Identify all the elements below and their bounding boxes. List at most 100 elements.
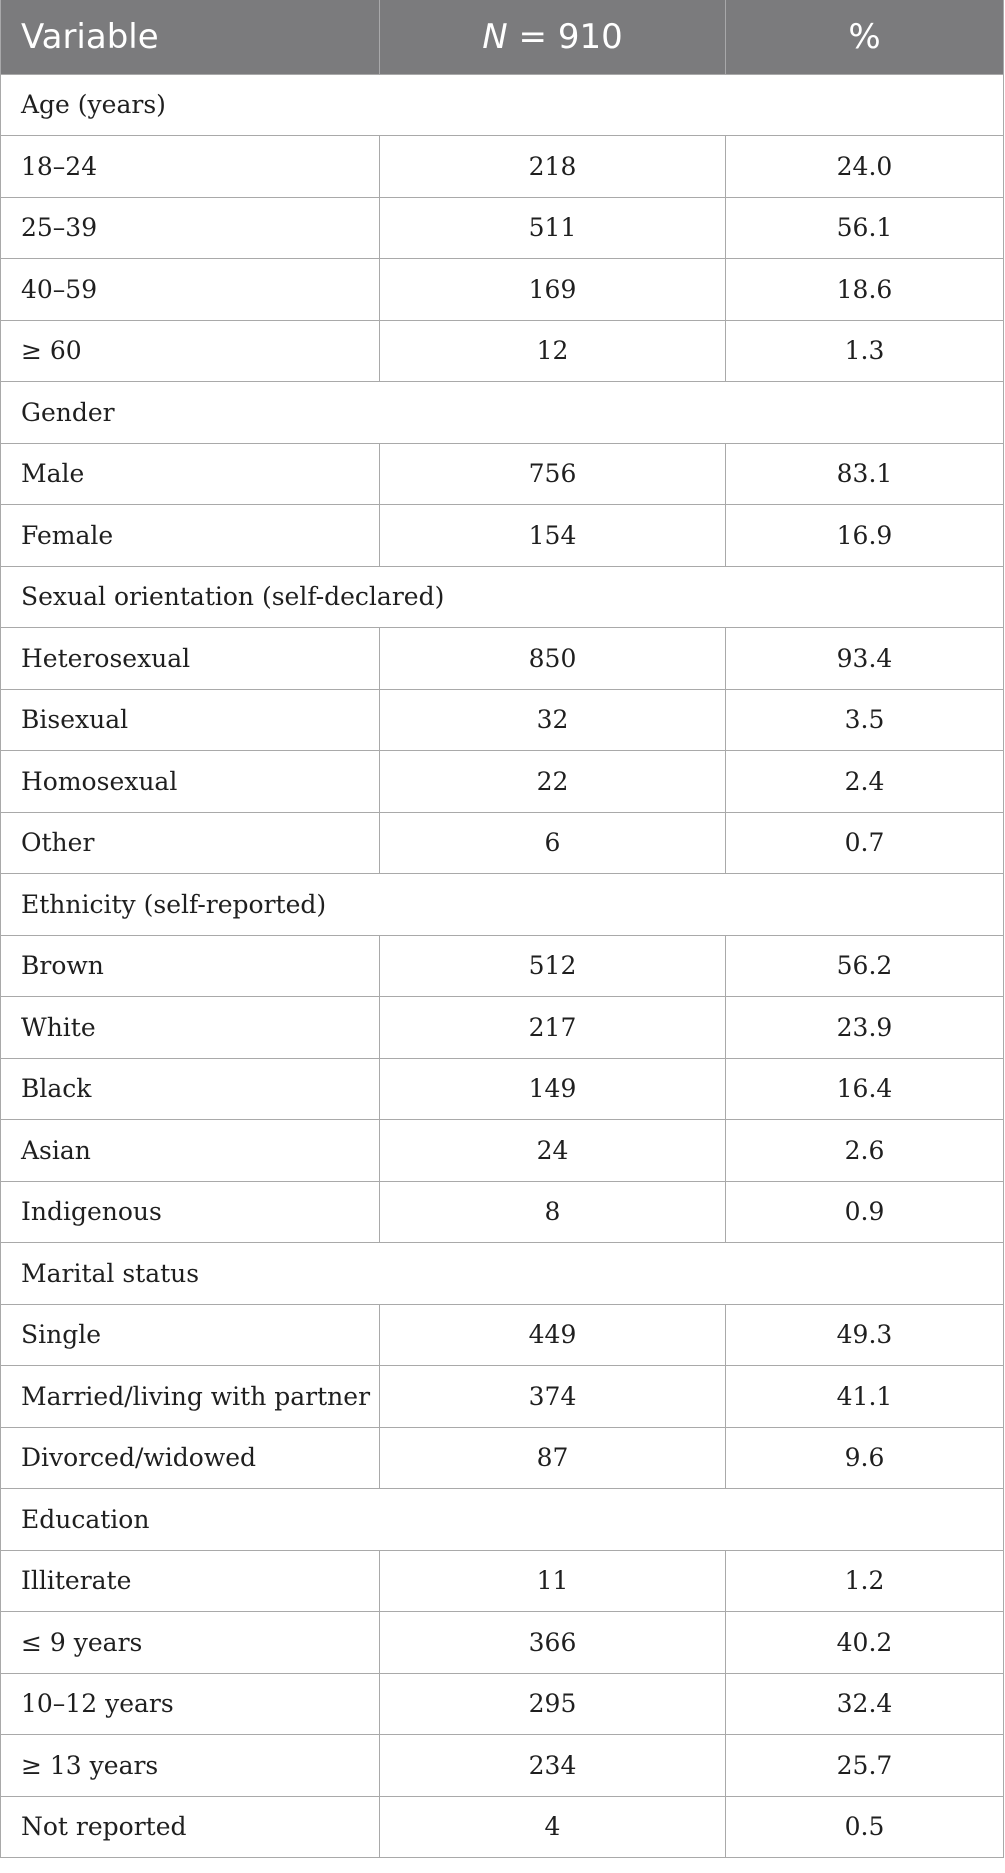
row-count: 24 [379, 1119, 726, 1182]
table-row: Married/living with partner 374 41.1 [0, 1365, 1004, 1428]
section-label: Age (years) [0, 73, 1004, 136]
row-count: 11 [379, 1549, 726, 1612]
row-label: ≥ 13 years [0, 1734, 380, 1797]
row-count: 154 [379, 504, 726, 567]
row-label: Asian [0, 1119, 380, 1182]
row-percent: 56.1 [725, 196, 1004, 259]
row-percent: 9.6 [725, 1426, 1004, 1489]
section-label: Marital status [0, 1242, 1004, 1305]
row-label: Homosexual [0, 750, 380, 813]
row-count: 234 [379, 1734, 726, 1797]
table-row: Heterosexual 850 93.4 [0, 627, 1004, 690]
row-count: 374 [379, 1365, 726, 1428]
table-row: Indigenous 8 0.9 [0, 1180, 1004, 1243]
section-row: Gender [0, 381, 1004, 444]
header-row: Variable N = 910 % [0, 0, 1004, 74]
table-row: Bisexual 32 3.5 [0, 688, 1004, 751]
row-percent: 0.7 [725, 811, 1004, 874]
row-label: Married/living with partner [0, 1365, 380, 1428]
row-percent: 41.1 [725, 1365, 1004, 1428]
row-label: Indigenous [0, 1180, 380, 1243]
table-header: Variable N = 910 % [0, 0, 1004, 74]
section-row: Sexual orientation (self-declared) [0, 565, 1004, 628]
row-label: Male [0, 442, 380, 505]
table-row: Homosexual 22 2.4 [0, 750, 1004, 813]
row-percent: 93.4 [725, 627, 1004, 690]
table-row: Female 154 16.9 [0, 504, 1004, 567]
table-row: Single 449 49.3 [0, 1303, 1004, 1366]
row-label: ≤ 9 years [0, 1611, 380, 1674]
section-label: Gender [0, 381, 1004, 444]
row-label: Brown [0, 934, 380, 997]
row-percent: 0.5 [725, 1795, 1004, 1858]
row-label: 40–59 [0, 258, 380, 321]
section-row: Ethnicity (self-reported) [0, 873, 1004, 936]
row-percent: 40.2 [725, 1611, 1004, 1674]
table-row: Asian 24 2.6 [0, 1119, 1004, 1182]
row-percent: 0.9 [725, 1180, 1004, 1243]
row-count: 218 [379, 135, 726, 198]
row-label: 10–12 years [0, 1672, 380, 1735]
row-percent: 25.7 [725, 1734, 1004, 1797]
table-row: 40–59 169 18.6 [0, 258, 1004, 321]
row-percent: 32.4 [725, 1672, 1004, 1735]
table-row: White 217 23.9 [0, 996, 1004, 1059]
header-percent: % [725, 0, 1004, 74]
row-label: Illiterate [0, 1549, 380, 1612]
row-percent: 24.0 [725, 135, 1004, 198]
row-label: Heterosexual [0, 627, 380, 690]
row-count: 4 [379, 1795, 726, 1858]
row-count: 22 [379, 750, 726, 813]
table-row: Black 149 16.4 [0, 1057, 1004, 1120]
row-label: Other [0, 811, 380, 874]
row-percent: 1.3 [725, 319, 1004, 382]
table-row: Other 6 0.7 [0, 811, 1004, 874]
row-label: Single [0, 1303, 380, 1366]
section-row: Age (years) [0, 73, 1004, 136]
table-row: ≥ 13 years 234 25.7 [0, 1734, 1004, 1797]
table-row: 18–24 218 24.0 [0, 135, 1004, 198]
row-percent: 16.9 [725, 504, 1004, 567]
row-label: ≥ 60 [0, 319, 380, 382]
row-percent: 23.9 [725, 996, 1004, 1059]
row-count: 6 [379, 811, 726, 874]
row-percent: 1.2 [725, 1549, 1004, 1612]
row-count: 12 [379, 319, 726, 382]
row-count: 8 [379, 1180, 726, 1243]
row-count: 512 [379, 934, 726, 997]
row-percent: 2.4 [725, 750, 1004, 813]
row-count: 87 [379, 1426, 726, 1489]
row-label: Bisexual [0, 688, 380, 751]
table-row: Illiterate 11 1.2 [0, 1549, 1004, 1612]
row-count: 149 [379, 1057, 726, 1120]
row-percent: 16.4 [725, 1057, 1004, 1120]
row-count: 217 [379, 996, 726, 1059]
row-count: 366 [379, 1611, 726, 1674]
table-row: Not reported 4 0.5 [0, 1795, 1004, 1858]
header-variable: Variable [0, 0, 380, 74]
row-count: 850 [379, 627, 726, 690]
row-count: 169 [379, 258, 726, 321]
row-percent: 56.2 [725, 934, 1004, 997]
row-count: 32 [379, 688, 726, 751]
row-label: Female [0, 504, 380, 567]
table-row: ≥ 60 12 1.3 [0, 319, 1004, 382]
section-row: Marital status [0, 1242, 1004, 1305]
section-row: Education [0, 1488, 1004, 1551]
row-count: 756 [379, 442, 726, 505]
row-label: 18–24 [0, 135, 380, 198]
row-label: 25–39 [0, 196, 380, 259]
row-count: 295 [379, 1672, 726, 1735]
row-percent: 2.6 [725, 1119, 1004, 1182]
table-row: Divorced/widowed 87 9.6 [0, 1426, 1004, 1489]
table-row: 25–39 511 56.1 [0, 196, 1004, 259]
header-n: N = 910 [379, 0, 726, 74]
table-body: Age (years) 18–24 218 24.0 25–39 511 56.1 40–59… [0, 73, 1004, 1858]
row-percent: 49.3 [725, 1303, 1004, 1366]
row-percent: 18.6 [725, 258, 1004, 321]
row-label: White [0, 996, 380, 1059]
table-row: Male 756 83.1 [0, 442, 1004, 505]
table-row: ≤ 9 years 366 40.2 [0, 1611, 1004, 1674]
